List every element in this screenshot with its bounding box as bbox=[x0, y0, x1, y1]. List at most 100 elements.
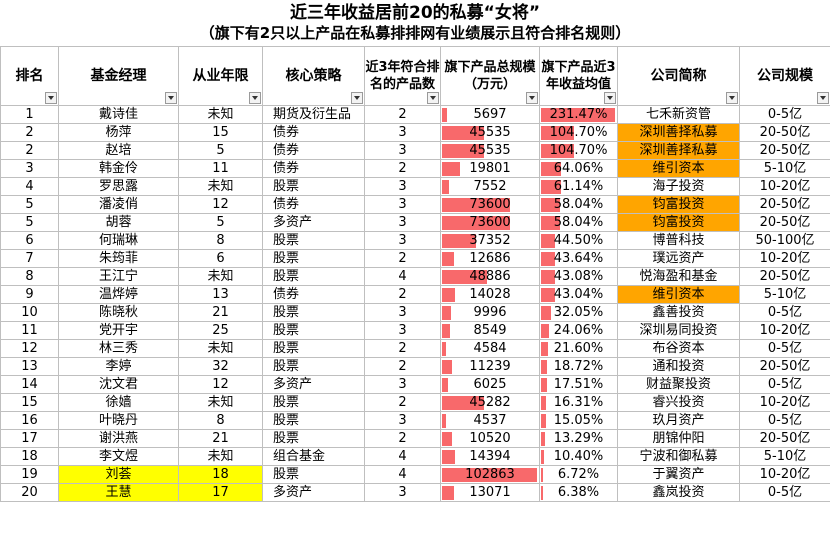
cell-rank[interactable]: 12 bbox=[0, 339, 59, 358]
cell-count[interactable]: 3 bbox=[364, 303, 441, 322]
filter-dropdown-icon[interactable] bbox=[45, 92, 57, 104]
cell-return[interactable]: 15.05% bbox=[539, 411, 618, 430]
header-company[interactable]: 公司简称 bbox=[617, 46, 740, 106]
cell-years[interactable]: 5 bbox=[178, 213, 263, 232]
cell-rank[interactable]: 10 bbox=[0, 303, 59, 322]
cell-company[interactable]: 朋锦仲阳 bbox=[617, 429, 740, 448]
cell-count[interactable]: 2 bbox=[364, 159, 441, 178]
cell-return[interactable]: 6.72% bbox=[539, 465, 618, 484]
cell-return[interactable]: 6.38% bbox=[539, 483, 618, 502]
cell-count[interactable]: 4 bbox=[364, 267, 441, 286]
cell-scale[interactable]: 45282 bbox=[440, 393, 540, 412]
filter-dropdown-icon[interactable] bbox=[351, 92, 363, 104]
header-years[interactable]: 从业年限 bbox=[178, 46, 263, 106]
filter-dropdown-icon[interactable] bbox=[604, 92, 616, 104]
cell-years[interactable]: 17 bbox=[178, 483, 263, 502]
cell-years[interactable]: 12 bbox=[178, 375, 263, 394]
cell-size[interactable]: 0-5亿 bbox=[739, 303, 830, 322]
cell-strategy[interactable]: 债券 bbox=[262, 285, 365, 304]
cell-return[interactable]: 104.70% bbox=[539, 141, 618, 160]
cell-rank[interactable]: 16 bbox=[0, 411, 59, 430]
cell-return[interactable]: 16.31% bbox=[539, 393, 618, 412]
cell-count[interactable]: 3 bbox=[364, 213, 441, 232]
filter-dropdown-icon[interactable] bbox=[817, 92, 829, 104]
cell-strategy[interactable]: 多资产 bbox=[262, 213, 365, 232]
filter-dropdown-icon[interactable] bbox=[249, 92, 261, 104]
header-return[interactable]: 旗下产品近3年收益均值 bbox=[539, 46, 618, 106]
cell-strategy[interactable]: 股票 bbox=[262, 393, 365, 412]
cell-rank[interactable]: 7 bbox=[0, 249, 59, 268]
cell-count[interactable]: 3 bbox=[364, 483, 441, 502]
cell-rank[interactable]: 15 bbox=[0, 393, 59, 412]
cell-scale[interactable]: 45535 bbox=[440, 141, 540, 160]
cell-scale[interactable]: 73600 bbox=[440, 195, 540, 214]
cell-count[interactable]: 2 bbox=[364, 393, 441, 412]
cell-manager[interactable]: 党开宇 bbox=[58, 321, 179, 340]
cell-company[interactable]: 钧富投资 bbox=[617, 213, 740, 232]
cell-size[interactable]: 0-5亿 bbox=[739, 375, 830, 394]
cell-manager[interactable]: 刘荟 bbox=[58, 465, 179, 484]
cell-strategy[interactable]: 债券 bbox=[262, 123, 365, 142]
cell-scale[interactable]: 4537 bbox=[440, 411, 540, 430]
cell-return[interactable]: 104.70% bbox=[539, 123, 618, 142]
cell-company[interactable]: 财益聚投资 bbox=[617, 375, 740, 394]
cell-scale[interactable]: 7552 bbox=[440, 177, 540, 196]
cell-years[interactable]: 未知 bbox=[178, 105, 263, 124]
cell-manager[interactable]: 温烨婷 bbox=[58, 285, 179, 304]
cell-manager[interactable]: 潘凌俏 bbox=[58, 195, 179, 214]
cell-strategy[interactable]: 股票 bbox=[262, 231, 365, 250]
cell-size[interactable]: 5-10亿 bbox=[739, 159, 830, 178]
cell-company[interactable]: 七禾新资管 bbox=[617, 105, 740, 124]
cell-strategy[interactable]: 债券 bbox=[262, 141, 365, 160]
cell-count[interactable]: 2 bbox=[364, 357, 441, 376]
header-size[interactable]: 公司规模 bbox=[739, 46, 830, 106]
cell-strategy[interactable]: 股票 bbox=[262, 429, 365, 448]
cell-size[interactable]: 20-50亿 bbox=[739, 195, 830, 214]
cell-rank[interactable]: 2 bbox=[0, 141, 59, 160]
cell-manager[interactable]: 杨萍 bbox=[58, 123, 179, 142]
cell-rank[interactable]: 5 bbox=[0, 213, 59, 232]
cell-rank[interactable]: 18 bbox=[0, 447, 59, 466]
cell-count[interactable]: 3 bbox=[364, 177, 441, 196]
header-count[interactable]: 近3年符合排名的产品数 bbox=[364, 46, 441, 106]
cell-scale[interactable]: 4584 bbox=[440, 339, 540, 358]
cell-scale[interactable]: 10520 bbox=[440, 429, 540, 448]
cell-scale[interactable]: 45535 bbox=[440, 123, 540, 142]
cell-manager[interactable]: 沈文君 bbox=[58, 375, 179, 394]
cell-count[interactable]: 3 bbox=[364, 141, 441, 160]
cell-scale[interactable]: 37352 bbox=[440, 231, 540, 250]
cell-scale[interactable]: 8549 bbox=[440, 321, 540, 340]
cell-return[interactable]: 43.08% bbox=[539, 267, 618, 286]
cell-manager[interactable]: 赵培 bbox=[58, 141, 179, 160]
cell-scale[interactable]: 11239 bbox=[440, 357, 540, 376]
cell-return[interactable]: 43.04% bbox=[539, 285, 618, 304]
cell-manager[interactable]: 林三秀 bbox=[58, 339, 179, 358]
cell-manager[interactable]: 王慧 bbox=[58, 483, 179, 502]
cell-return[interactable]: 13.29% bbox=[539, 429, 618, 448]
header-manager[interactable]: 基金经理 bbox=[58, 46, 179, 106]
cell-strategy[interactable]: 股票 bbox=[262, 177, 365, 196]
cell-strategy[interactable]: 股票 bbox=[262, 267, 365, 286]
cell-return[interactable]: 58.04% bbox=[539, 195, 618, 214]
cell-manager[interactable]: 谢洪燕 bbox=[58, 429, 179, 448]
cell-company[interactable]: 钧富投资 bbox=[617, 195, 740, 214]
cell-strategy[interactable]: 多资产 bbox=[262, 483, 365, 502]
cell-company[interactable]: 深圳善择私募 bbox=[617, 141, 740, 160]
cell-manager[interactable]: 何瑞琳 bbox=[58, 231, 179, 250]
cell-count[interactable]: 2 bbox=[364, 105, 441, 124]
cell-company[interactable]: 睿兴投资 bbox=[617, 393, 740, 412]
cell-rank[interactable]: 2 bbox=[0, 123, 59, 142]
cell-size[interactable]: 20-50亿 bbox=[739, 429, 830, 448]
cell-size[interactable]: 10-20亿 bbox=[739, 177, 830, 196]
cell-return[interactable]: 61.14% bbox=[539, 177, 618, 196]
cell-rank[interactable]: 13 bbox=[0, 357, 59, 376]
cell-return[interactable]: 44.50% bbox=[539, 231, 618, 250]
cell-count[interactable]: 3 bbox=[364, 123, 441, 142]
cell-rank[interactable]: 11 bbox=[0, 321, 59, 340]
cell-scale[interactable]: 73600 bbox=[440, 213, 540, 232]
cell-count[interactable]: 2 bbox=[364, 285, 441, 304]
cell-manager[interactable]: 徐嫱 bbox=[58, 393, 179, 412]
cell-years[interactable]: 6 bbox=[178, 249, 263, 268]
cell-scale[interactable]: 102863 bbox=[440, 465, 540, 484]
cell-rank[interactable]: 14 bbox=[0, 375, 59, 394]
